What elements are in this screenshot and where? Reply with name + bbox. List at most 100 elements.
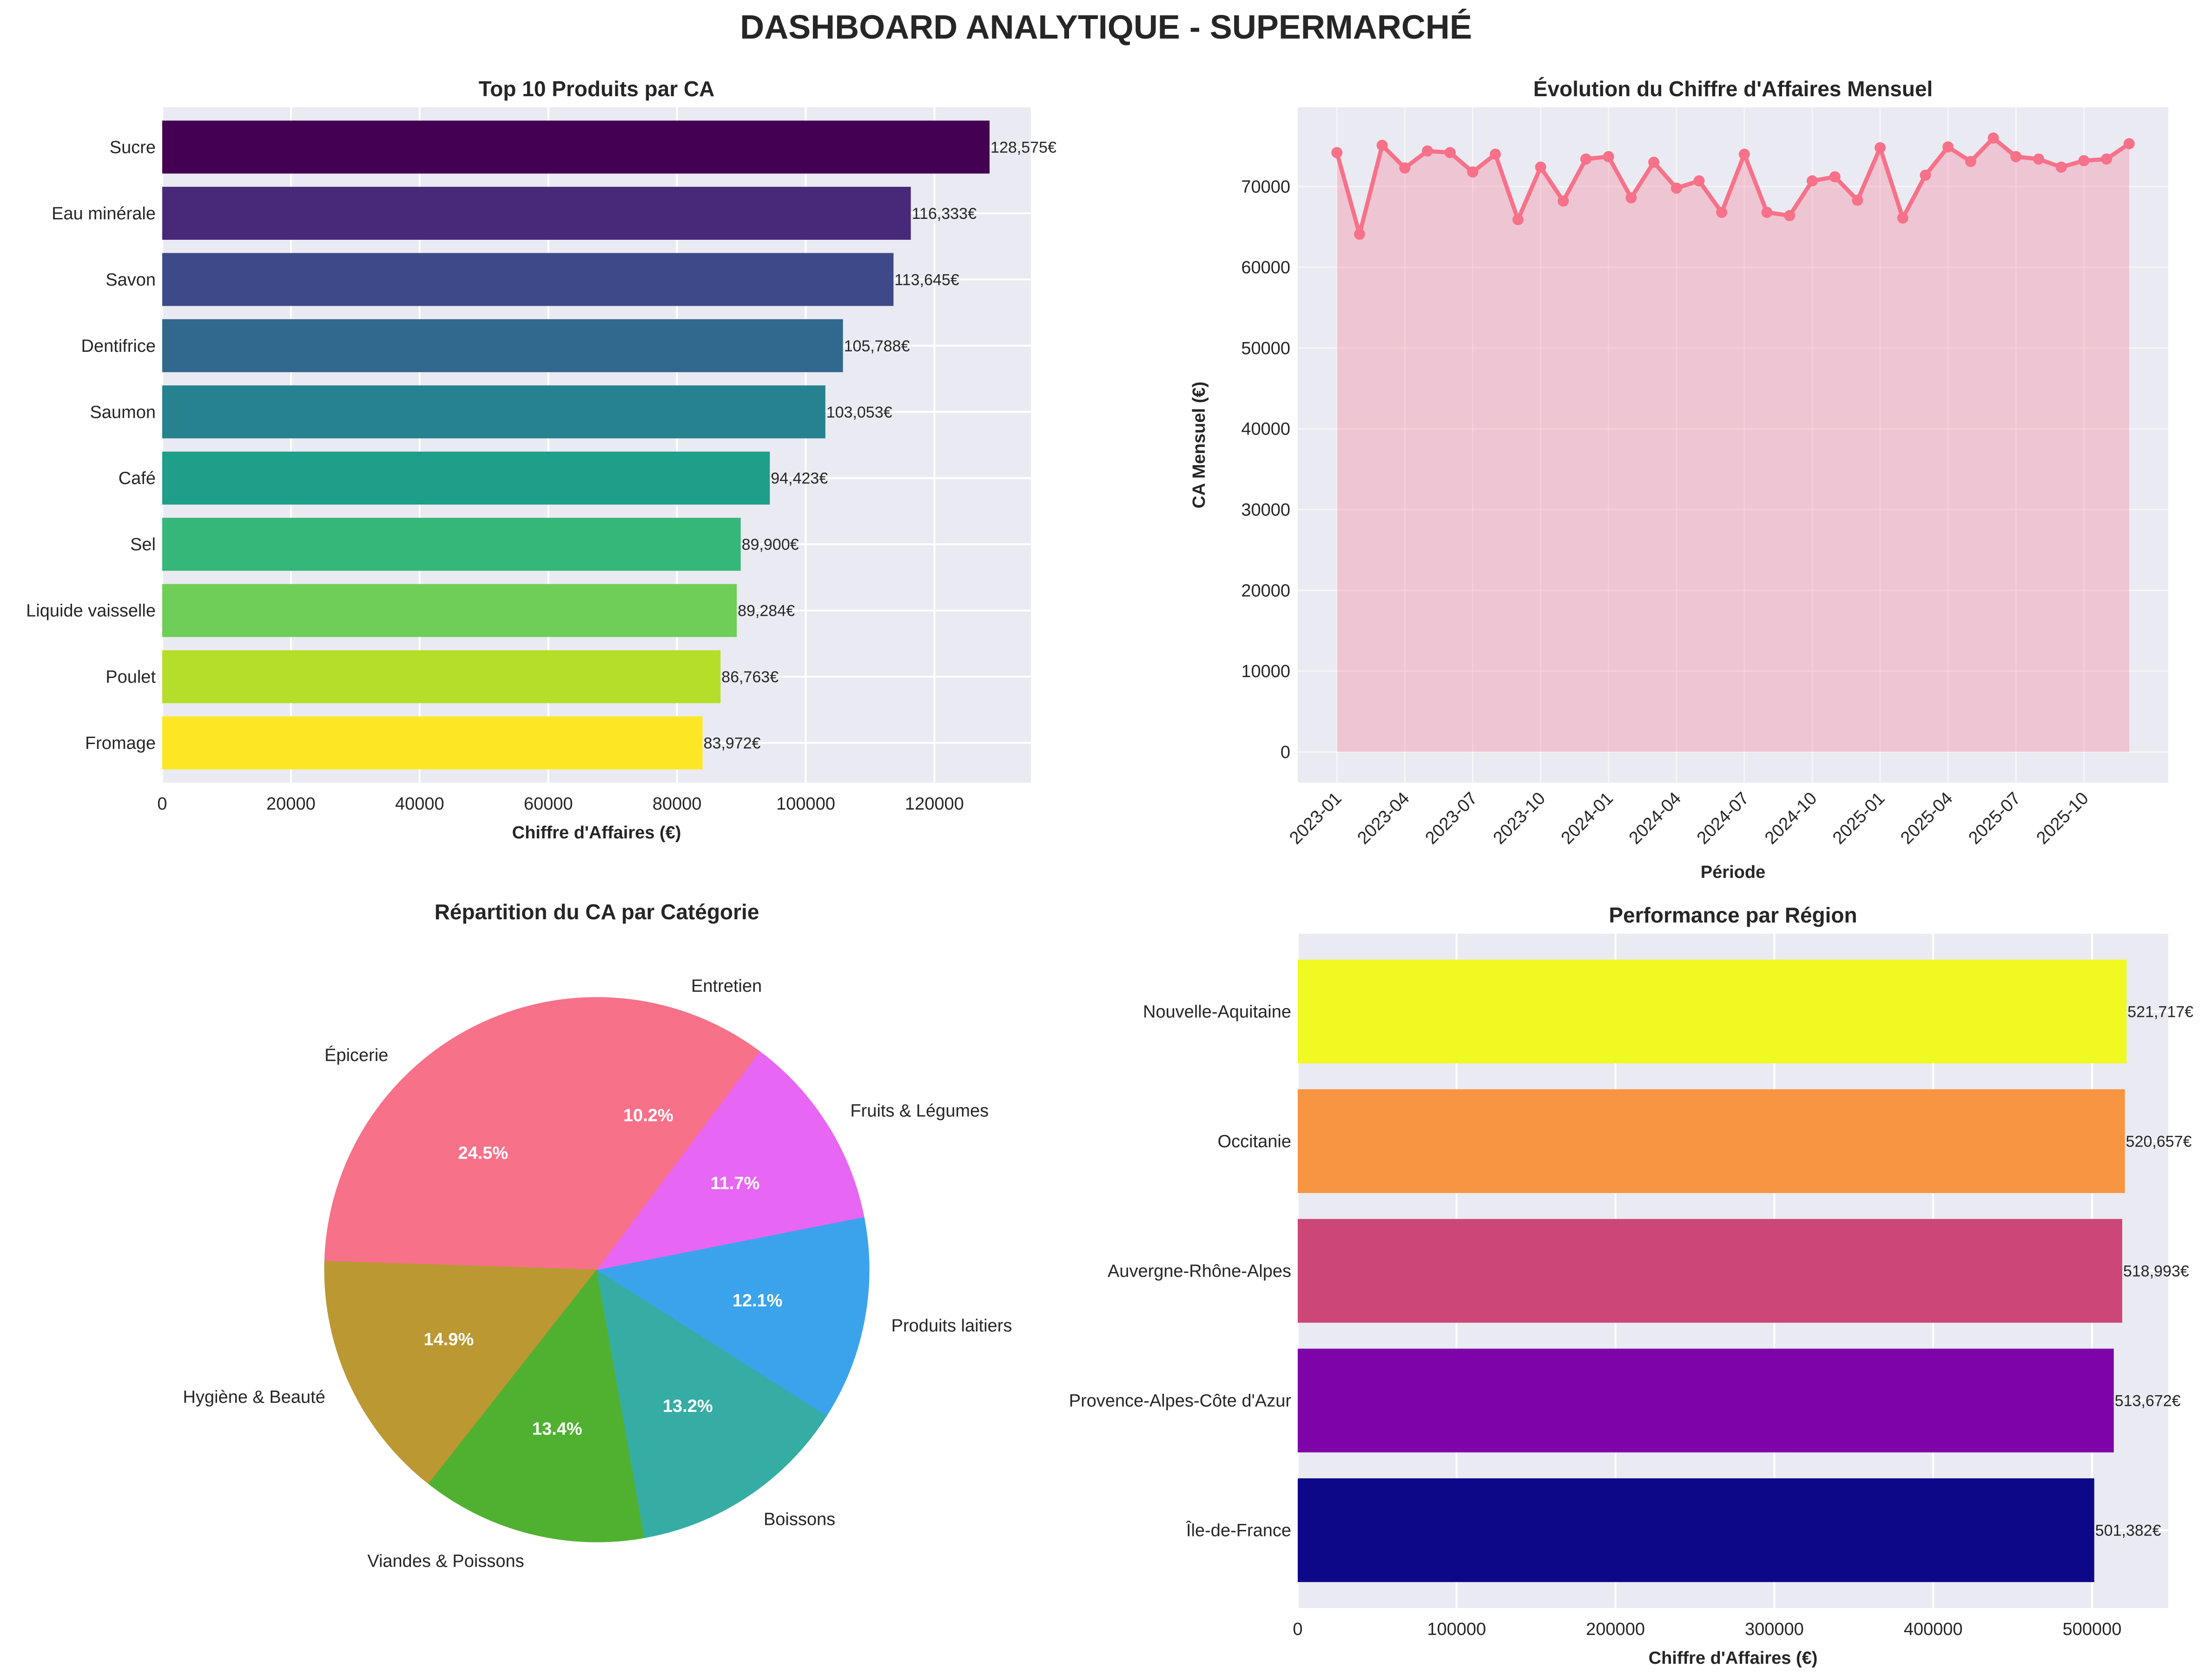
data-point: [1942, 141, 1954, 153]
bar-value-label: 518,993€: [2123, 1263, 2189, 1280]
pie-slice: [324, 997, 597, 1270]
data-point: [1558, 195, 1569, 207]
pie-slice: [596, 997, 760, 1271]
pie-pct-label: 13.2%: [663, 1397, 713, 1416]
pie-slice-label: Entretien: [691, 976, 762, 996]
x-axis-label: Période: [1701, 863, 1765, 882]
dashboard-title: DASHBOARD ANALYTIQUE - SUPERMARCHÉ: [740, 9, 1472, 46]
y-tick-label: Nouvelle-Aquitaine: [1143, 1002, 1291, 1022]
data-point: [1467, 166, 1479, 178]
y-tick-label: Occitanie: [1218, 1132, 1291, 1151]
y-tick-label: Fromage: [85, 734, 156, 753]
data-point: [2010, 151, 2022, 163]
chart-title: Répartition du CA par Catégorie: [435, 900, 759, 924]
y-tick-label: 20000: [1241, 581, 1290, 600]
data-point: [1806, 175, 1818, 187]
y-tick-label: 0: [1281, 743, 1290, 762]
data-point: [1693, 175, 1705, 187]
pie-slice: [596, 1216, 870, 1416]
bar-value-label: 501,382€: [2095, 1522, 2161, 1540]
bar-value-label: 513,672€: [2115, 1392, 2181, 1410]
bar: [162, 186, 911, 240]
y-tick-label: Saumon: [90, 402, 156, 422]
bar-value-label: 520,657€: [2126, 1133, 2192, 1150]
data-point: [1603, 151, 1614, 163]
x-tick-label: 500000: [2063, 1620, 2122, 1639]
data-point: [2033, 153, 2044, 165]
chart-title: Top 10 Produits par CA: [479, 77, 715, 101]
bar: [162, 451, 770, 505]
data-point: [1761, 206, 1773, 218]
y-tick-label: Liquide vaisselle: [26, 601, 156, 621]
pie-slice-label: Viandes & Poissons: [367, 1551, 524, 1571]
data-point: [1331, 147, 1343, 158]
data-point: [1354, 228, 1365, 240]
y-tick-label: 30000: [1241, 501, 1290, 520]
pie-slice-label: Épicerie: [324, 1045, 388, 1065]
area-fill: [1337, 138, 2129, 752]
y-tick-label: Savon: [106, 270, 156, 290]
bar-value-label: 89,284€: [738, 602, 795, 620]
pie-slice-label: Hygiène & Beauté: [183, 1388, 325, 1407]
y-tick-label: Poulet: [106, 667, 156, 687]
pie-slice: [596, 1269, 827, 1538]
y-axis-label: CA Mensuel (€): [1189, 382, 1209, 508]
bar: [162, 120, 990, 174]
pie-slice-label: Boissons: [764, 1509, 835, 1529]
data-point: [1897, 212, 1908, 224]
data-point: [1376, 139, 1388, 151]
data-point: [1829, 171, 1841, 183]
pie-pct-label: 14.9%: [424, 1330, 474, 1350]
bar: [162, 518, 741, 571]
data-point: [1399, 162, 1411, 174]
x-tick-label: 40000: [395, 794, 444, 814]
data-point: [1535, 161, 1546, 173]
x-tick-label: 400000: [1904, 1620, 1963, 1639]
data-point: [1784, 210, 1796, 221]
bar-value-label: 103,053€: [826, 403, 892, 421]
chart-title: Évolution du Chiffre d'Affaires Mensuel: [1533, 77, 1933, 101]
y-tick-label: 10000: [1241, 662, 1290, 681]
data-point: [1920, 169, 1931, 181]
y-tick-label: Sucre: [110, 138, 156, 157]
pie-slice: [596, 1051, 865, 1270]
y-tick-label: 40000: [1241, 420, 1290, 439]
y-tick-label: Auvergne-Rhône-Alpes: [1108, 1262, 1291, 1281]
y-tick-label: Café: [119, 469, 156, 488]
bar-value-label: 94,423€: [771, 470, 828, 488]
pie-slice-label: Produits laitiers: [891, 1316, 1012, 1336]
data-point: [2123, 138, 2135, 150]
bar: [1298, 959, 2127, 1064]
data-point: [1580, 153, 1591, 165]
pie-slice: [324, 1261, 598, 1484]
data-point: [1671, 182, 1682, 194]
data-point: [2055, 161, 2067, 173]
plot-area: [1298, 107, 2168, 783]
pie-pct-label: 12.1%: [733, 1291, 783, 1311]
y-tick-label: Sel: [130, 535, 156, 554]
y-tick-label: Provence-Alpes-Côte d'Azur: [1069, 1391, 1292, 1411]
y-tick-label: Dentifrice: [81, 336, 156, 356]
pie-pct-label: 10.2%: [623, 1106, 674, 1125]
pie-pct-label: 24.5%: [458, 1144, 508, 1163]
pie-slice: [428, 1269, 645, 1542]
y-tick-label: Île-de-France: [1186, 1521, 1291, 1541]
bar: [1298, 1478, 2094, 1582]
y-tick-label: 50000: [1241, 339, 1290, 358]
data-point: [1987, 132, 1999, 144]
data-point: [1512, 214, 1524, 225]
data-point: [1875, 142, 1886, 153]
bar: [162, 584, 737, 637]
x-tick-label: 100000: [1427, 1620, 1486, 1639]
bar: [1298, 1219, 2122, 1323]
data-point: [1716, 206, 1728, 218]
data-point: [2101, 153, 2113, 165]
chart-title: Performance par Région: [1609, 903, 1857, 927]
x-axis-label: Chiffre d'Affaires (€): [512, 823, 681, 843]
x-axis-label: Chiffre d'Affaires (€): [1649, 1648, 1818, 1668]
data-point: [1852, 194, 1863, 206]
x-tick-label: 0: [157, 794, 167, 814]
